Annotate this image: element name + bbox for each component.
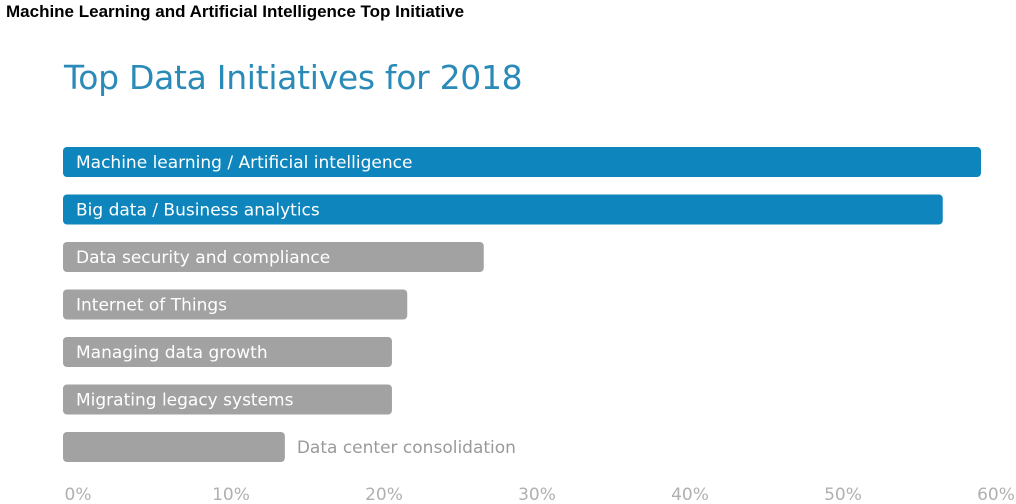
bar bbox=[63, 432, 285, 462]
x-tick-label: 20% bbox=[365, 485, 403, 504]
bar-label: Data center consolidation bbox=[297, 438, 516, 458]
bar bbox=[63, 242, 484, 272]
bar-label: Managing data growth bbox=[76, 343, 268, 363]
x-tick-label: 30% bbox=[518, 485, 556, 504]
bar-label: Internet of Things bbox=[76, 296, 227, 316]
bar bbox=[63, 147, 981, 177]
x-tick-label: 10% bbox=[212, 485, 250, 504]
bar-label: Migrating legacy systems bbox=[76, 391, 294, 411]
bar-label: Machine learning / Artificial intelligen… bbox=[76, 153, 412, 173]
bar-label: Data security and compliance bbox=[76, 248, 330, 268]
bar bbox=[63, 194, 943, 225]
x-tick-label: 60% bbox=[977, 485, 1015, 504]
page-heading: Machine Learning and Artificial Intellig… bbox=[6, 2, 465, 21]
bar bbox=[63, 289, 408, 320]
x-tick-label: 40% bbox=[671, 485, 709, 504]
x-tick-label: 0% bbox=[65, 485, 92, 504]
x-tick-label: 50% bbox=[824, 485, 862, 504]
bar bbox=[63, 337, 392, 367]
chart-title: Top Data Initiatives for 2018 bbox=[64, 58, 523, 97]
bar bbox=[63, 384, 392, 415]
bar-label: Big data / Business analytics bbox=[76, 201, 320, 221]
